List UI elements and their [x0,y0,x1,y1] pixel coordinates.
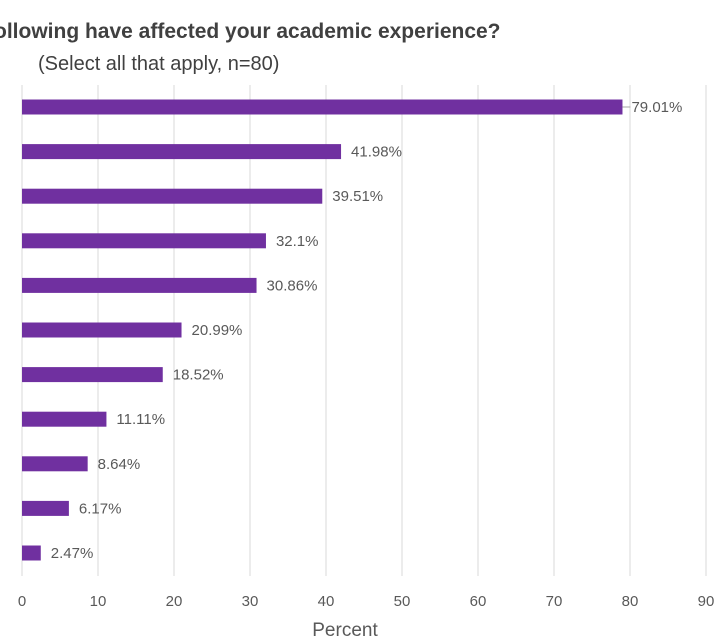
data-label: 32.1% [276,233,319,250]
bars: 79.01% 41.98% 39.51% 32.1% 30.86% 20.99% 18.52… [22,99,682,562]
x-tick-label: 30 [242,593,259,610]
x-tick-label: 10 [90,593,107,610]
data-label: 11.11% [116,411,165,428]
x-tick-labels: 0 10 20 30 40 50 60 70 80 90 [18,593,715,610]
x-tick-label: 60 [470,593,487,610]
data-label: 8.64% [98,456,141,473]
x-axis-title: Percent [312,620,378,641]
bar [22,233,266,249]
x-tick-label: 70 [546,593,563,610]
x-tick-label: 0 [18,593,26,610]
data-label: 30.86% [267,277,318,294]
bar [22,545,41,561]
bar [22,188,323,204]
x-tick-label: 50 [394,593,411,610]
x-tick-label: 80 [622,593,639,610]
x-tick-label: 40 [318,593,335,610]
bar [22,322,182,338]
bar [22,277,257,293]
data-label: 79.01% [631,99,682,116]
data-label: 39.51% [332,188,383,205]
bar [22,367,163,383]
x-tick-label: 90 [698,593,715,610]
data-label: 6.17% [79,500,122,517]
bar [22,144,342,160]
data-label: 2.47% [51,545,94,562]
data-label: 41.98% [351,144,402,161]
data-label: 18.52% [173,367,224,384]
chart-subtitle: (Select all that apply, n=80) [38,53,280,75]
gridlines [21,85,707,576]
bar [22,500,69,516]
x-tick-label: 20 [166,593,183,610]
data-label: 20.99% [192,322,243,339]
chart-title: ollowing have affected your academic exp… [0,20,501,43]
bar [22,99,623,115]
bar [22,411,107,427]
bar [22,456,88,472]
